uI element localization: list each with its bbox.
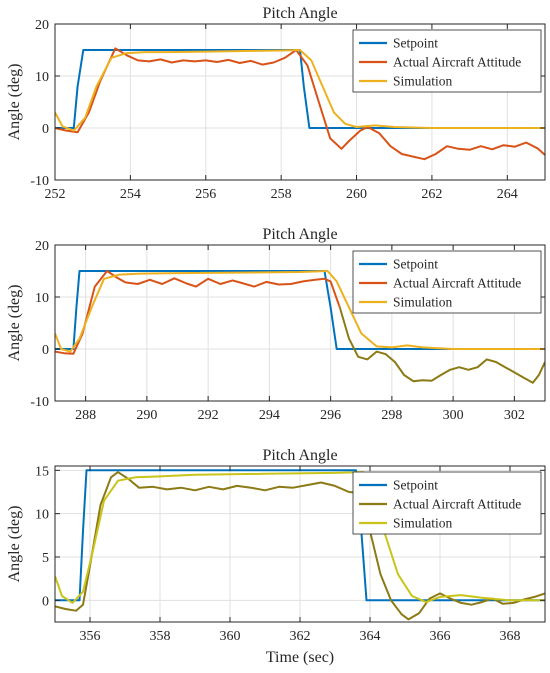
y-tick-label: 10 xyxy=(35,291,49,306)
legend-label: Actual Aircraft Attitude xyxy=(393,276,521,291)
series-setpoint-line xyxy=(55,270,545,350)
axes-frame xyxy=(54,244,546,402)
x-tick-label: 302 xyxy=(504,408,525,423)
x-tick-label: 296 xyxy=(320,408,341,423)
legend-label: Simulation xyxy=(393,74,453,89)
legend-label: Simulation xyxy=(393,516,453,531)
series-actual-aircraft-attitude-line xyxy=(55,47,545,161)
y-tick-label: 10 xyxy=(35,508,49,523)
series-group xyxy=(55,469,545,621)
chart-panel-3: 356 358 360 362 364 366 368 0 5 10 15 Pitch Angle An… xyxy=(6,447,546,666)
x-tick-label: 290 xyxy=(136,408,157,423)
x-tick-label: 300 xyxy=(443,408,464,423)
x-tick-label: 258 xyxy=(271,187,292,202)
legend: Setpoint Actual Aircraft Attitude Simulati… xyxy=(352,29,542,93)
x-tick-label: 264 xyxy=(497,187,518,202)
axes-frame xyxy=(54,23,546,181)
legend: Setpoint Actual Aircraft Attitude Simulati… xyxy=(352,250,542,314)
x-tick-label: 262 xyxy=(421,187,442,202)
x-tick-label: 358 xyxy=(150,629,171,644)
series-group xyxy=(55,47,545,161)
x-tick-label: 356 xyxy=(80,629,101,644)
y-tick-label: 0 xyxy=(42,343,49,358)
x-tick-label: 252 xyxy=(45,187,66,202)
series-actual-aircraft-attitude-line-late xyxy=(339,304,545,384)
y-tick-label: 0 xyxy=(42,594,49,609)
x-tick-label: 366 xyxy=(430,629,451,644)
series-setpoint-line xyxy=(55,49,545,129)
legend-label: Setpoint xyxy=(393,36,438,51)
x-tick-label: 254 xyxy=(120,187,141,202)
series-actual-aircraft-attitude-line xyxy=(55,471,545,621)
y-tick-label: 5 xyxy=(42,551,49,566)
y-tick-label: 10 xyxy=(35,70,49,85)
y-axis-label: Angle (deg) xyxy=(6,64,23,141)
y-tick-label: 20 xyxy=(35,18,49,33)
x-tick-label: 292 xyxy=(198,408,219,423)
x-tick-label: 362 xyxy=(290,629,311,644)
x-tick-label: 260 xyxy=(346,187,367,202)
y-tick-label: 15 xyxy=(35,464,49,479)
series-simulation-line xyxy=(55,270,545,353)
series-actual-aircraft-attitude-line xyxy=(55,270,340,355)
y-tick-label: -10 xyxy=(30,395,49,410)
y-axis-label: Angle (deg) xyxy=(6,285,23,362)
chart-panel-2: 288 290 292 294 296 298 300 302 -10 0 10 20 Pitch An… xyxy=(6,226,546,423)
x-tick-label: 288 xyxy=(75,408,96,423)
y-tick-label: -10 xyxy=(30,174,49,189)
legend-label: Setpoint xyxy=(393,257,438,272)
y-tick-label: 20 xyxy=(35,239,49,254)
legend-label: Setpoint xyxy=(393,478,438,493)
chart-title: Pitch Angle xyxy=(262,5,337,22)
x-tick-label: 294 xyxy=(259,408,280,423)
series-simulation-line xyxy=(55,471,545,604)
x-tick-label: 364 xyxy=(360,629,381,644)
y-axis-label: Angle (deg) xyxy=(6,506,23,583)
legend: Setpoint Actual Aircraft Attitude Simulati… xyxy=(352,471,542,535)
chart-title: Pitch Angle xyxy=(262,447,337,464)
series-simulation-line xyxy=(55,49,545,132)
legend-label: Actual Aircraft Attitude xyxy=(393,497,521,512)
chart-panel-1: 252 254 256 258 260 262 264 -10 0 10 20 Pitch Angle… xyxy=(6,5,546,202)
legend-label: Simulation xyxy=(393,295,453,310)
x-tick-label: 360 xyxy=(220,629,241,644)
x-tick-label: 298 xyxy=(381,408,402,423)
x-tick-label: 256 xyxy=(195,187,216,202)
x-tick-label: 368 xyxy=(500,629,521,644)
legend-label: Actual Aircraft Attitude xyxy=(393,55,521,70)
series-group xyxy=(55,270,545,384)
x-axis-label: Time (sec) xyxy=(266,649,334,666)
y-tick-label: 0 xyxy=(42,122,49,137)
chart-title: Pitch Angle xyxy=(262,226,337,243)
series-setpoint-line xyxy=(55,469,545,602)
